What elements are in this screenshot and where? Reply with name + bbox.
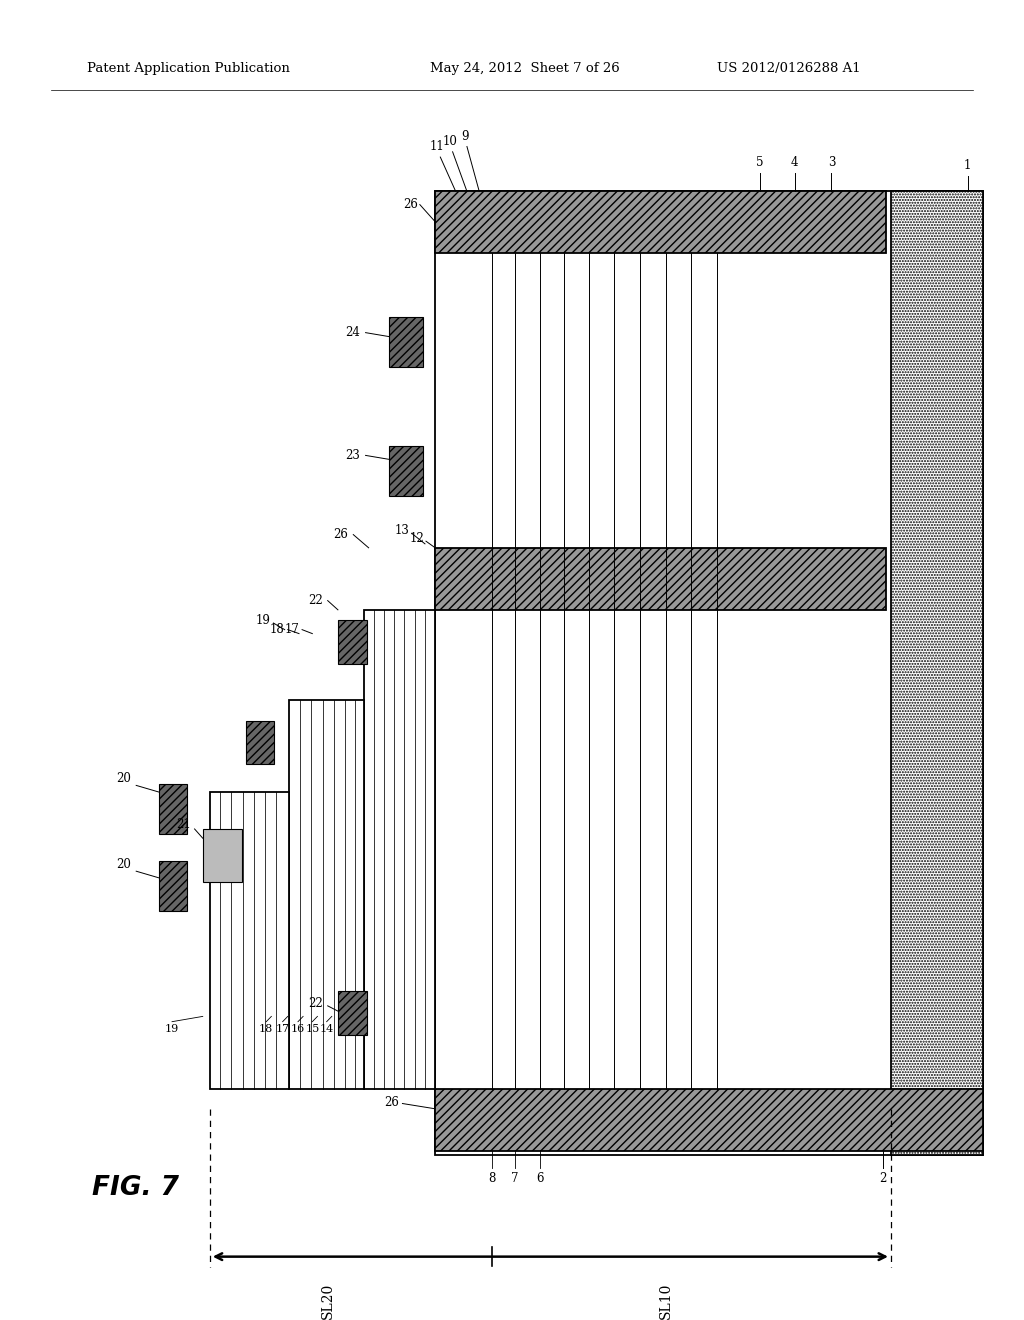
Text: 24: 24	[345, 326, 360, 339]
Bar	[159, 784, 187, 834]
Bar	[389, 317, 423, 367]
Text: 18: 18	[270, 623, 285, 636]
Text: 22: 22	[308, 997, 323, 1010]
Bar	[338, 991, 367, 1035]
Bar	[891, 191, 983, 1155]
Text: 19: 19	[165, 1024, 179, 1035]
Bar	[435, 1089, 983, 1151]
Text: 19: 19	[255, 614, 270, 627]
Bar	[435, 191, 886, 253]
Bar	[389, 446, 423, 496]
Text: 20: 20	[116, 772, 131, 785]
Text: 6: 6	[536, 1172, 544, 1185]
Text: US 2012/0126288 A1: US 2012/0126288 A1	[717, 62, 860, 75]
Text: 26: 26	[333, 528, 348, 541]
Text: 8: 8	[487, 1172, 496, 1185]
Text: 22: 22	[308, 594, 323, 607]
Bar	[338, 620, 367, 664]
Bar	[364, 610, 435, 1089]
Text: 26: 26	[384, 1096, 399, 1109]
Bar	[203, 829, 242, 882]
Text: 10: 10	[443, 135, 458, 148]
Text: 12: 12	[410, 532, 424, 545]
Bar	[435, 548, 886, 610]
Text: 7: 7	[511, 1172, 519, 1185]
Text: May 24, 2012  Sheet 7 of 26: May 24, 2012 Sheet 7 of 26	[430, 62, 620, 75]
Text: 23: 23	[345, 449, 360, 462]
Bar	[210, 792, 289, 1089]
Text: SL20: SL20	[321, 1283, 335, 1319]
Bar	[289, 700, 364, 1089]
Bar	[246, 721, 274, 764]
Text: 9: 9	[461, 129, 469, 143]
Text: 1: 1	[964, 158, 972, 172]
Text: 4: 4	[791, 156, 799, 169]
Text: Patent Application Publication: Patent Application Publication	[87, 62, 290, 75]
Text: 15: 15	[305, 1024, 319, 1035]
Text: 13: 13	[394, 524, 410, 537]
Text: 17: 17	[275, 1024, 290, 1035]
Text: 5: 5	[756, 156, 764, 169]
Text: 16: 16	[291, 1024, 305, 1035]
Text: 3: 3	[827, 156, 836, 169]
Text: SL10: SL10	[658, 1283, 673, 1320]
Text: 2: 2	[879, 1172, 887, 1185]
Text: 11: 11	[430, 140, 444, 153]
Text: 14: 14	[319, 1024, 334, 1035]
Text: 26: 26	[402, 198, 418, 211]
Text: 20: 20	[116, 858, 131, 871]
Bar	[435, 191, 983, 1155]
Text: FIG. 7: FIG. 7	[92, 1175, 179, 1201]
Text: 21: 21	[176, 818, 190, 832]
Text: 17: 17	[284, 623, 299, 636]
Bar	[159, 861, 187, 911]
Text: 18: 18	[259, 1024, 273, 1035]
